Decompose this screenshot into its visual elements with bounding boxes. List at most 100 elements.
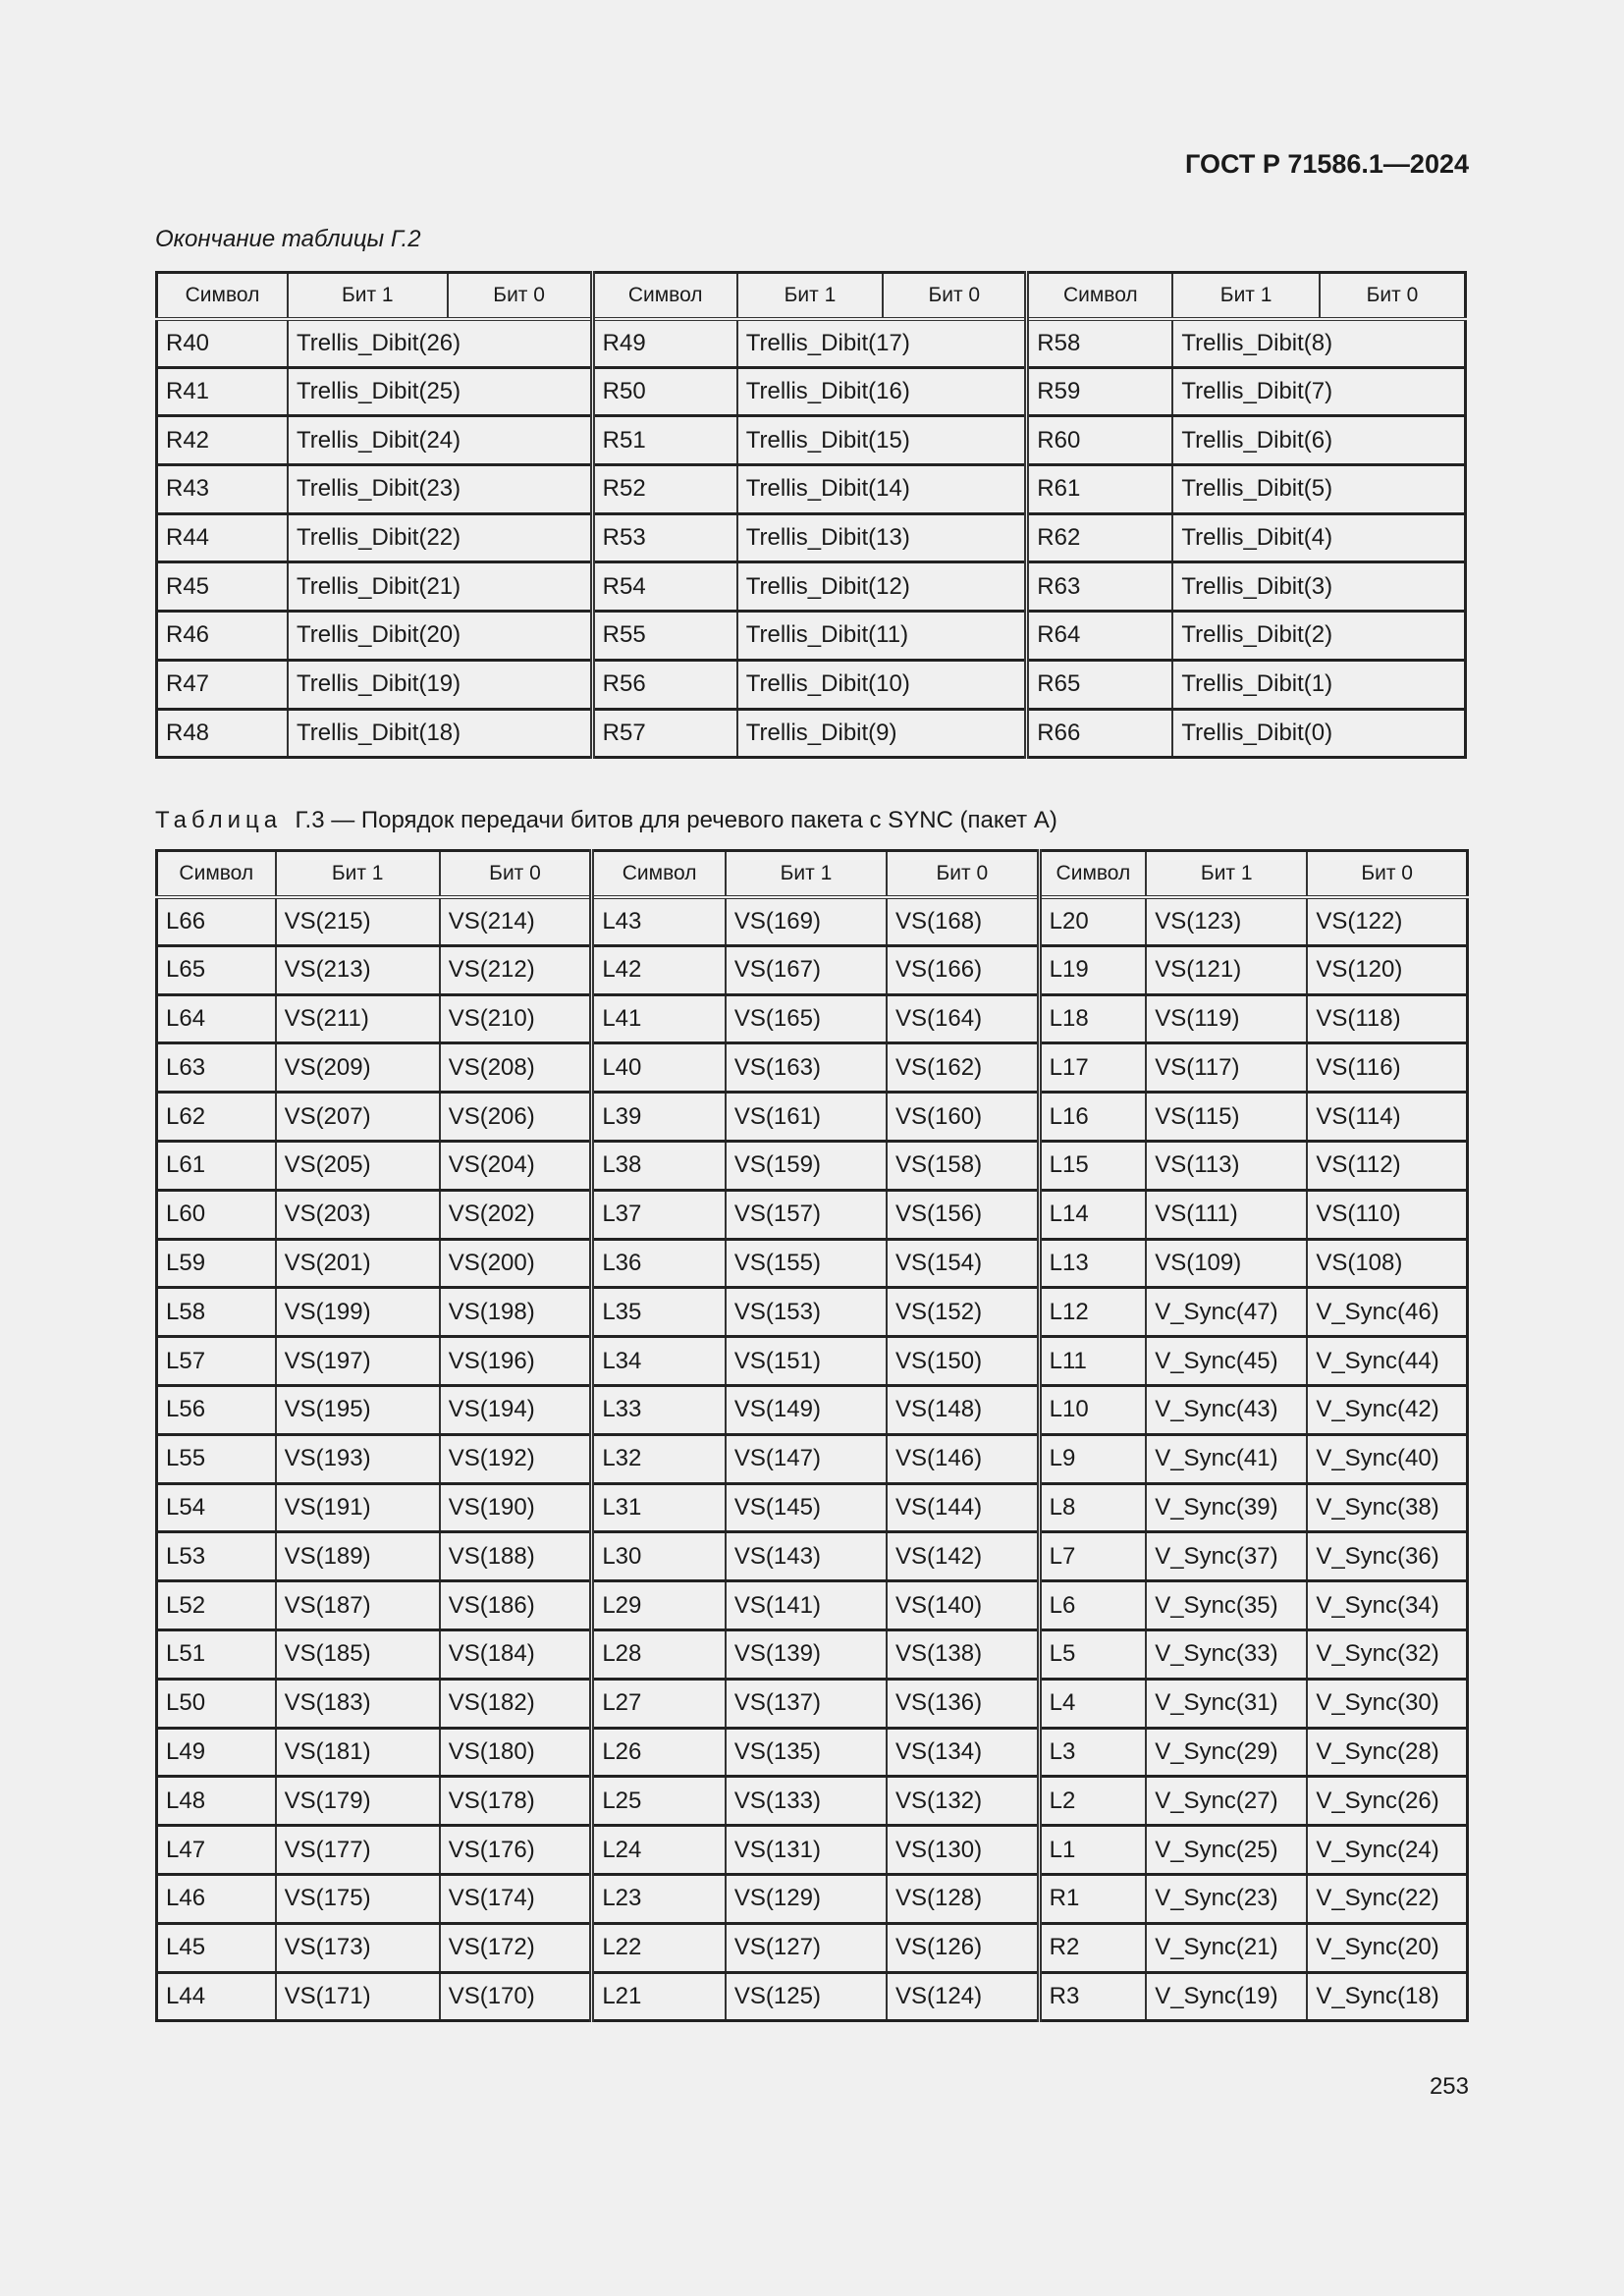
bit-cell: VS(112): [1306, 1139, 1469, 1192]
symbol-cell: L60: [155, 1188, 277, 1241]
symbol-cell: R41: [155, 365, 289, 417]
symbol-cell: L45: [155, 1921, 277, 1974]
symbol-cell: L65: [155, 943, 277, 996]
column-header: Бит 1: [1171, 271, 1321, 321]
symbol-cell: L1: [1038, 1824, 1148, 1876]
symbol-cell: L36: [590, 1237, 727, 1289]
table-row: L62 VS(207) VS(206) L39 VS(161) VS(160) L16 VS(…: [155, 1091, 1469, 1143]
symbol-cell: L24: [590, 1824, 727, 1876]
bit-cell: Trellis_Dibit(17): [735, 317, 1030, 369]
table-row: R42 Trellis_Dibit(24) R51 Trellis_Dibit(15)…: [155, 414, 1467, 466]
symbol-cell: L17: [1038, 1041, 1148, 1094]
bit-cell: VS(197): [274, 1335, 441, 1387]
bit-cell: Trellis_Dibit(24): [286, 414, 595, 466]
bit-cell: VS(189): [274, 1530, 441, 1582]
bit-cell: VS(135): [724, 1726, 889, 1778]
symbol-cell: R2: [1038, 1921, 1148, 1974]
document-code: ГОСТ Р 71586.1—2024: [1185, 149, 1469, 179]
symbol-cell: L9: [1038, 1432, 1148, 1485]
bit-cell: Trellis_Dibit(10): [735, 658, 1030, 710]
symbol-cell: R43: [155, 463, 289, 515]
symbol-cell: R64: [1025, 610, 1174, 662]
symbol-cell: L12: [1038, 1286, 1148, 1338]
table-row: R46 Trellis_Dibit(20) R55 Trellis_Dibit(11)…: [155, 610, 1467, 662]
symbol-cell: L34: [590, 1335, 727, 1387]
table-row: L49 VS(181) VS(180) L26 VS(135) VS(134) L3 V_Sy…: [155, 1726, 1469, 1778]
bit-cell: VS(161): [724, 1091, 889, 1143]
symbol-cell: L2: [1038, 1775, 1148, 1827]
symbol-cell: L22: [590, 1921, 727, 1974]
table-row: R40 Trellis_Dibit(26) R49 Trellis_Dibit(17)…: [155, 317, 1467, 369]
bit-cell: VS(121): [1145, 943, 1309, 996]
bit-cell: VS(163): [724, 1041, 889, 1094]
table-row: R47 Trellis_Dibit(19) R56 Trellis_Dibit(10)…: [155, 658, 1467, 710]
bit-cell: VS(117): [1145, 1041, 1309, 1094]
bit-cell: VS(162): [886, 1041, 1042, 1094]
symbol-cell: L33: [590, 1383, 727, 1436]
bit-cell: V_Sync(19): [1145, 1970, 1309, 2022]
bit-cell: Trellis_Dibit(7): [1171, 365, 1467, 417]
bit-cell: Trellis_Dibit(9): [735, 707, 1030, 759]
bit-cell: V_Sync(43): [1145, 1383, 1309, 1436]
symbol-cell: L27: [590, 1677, 727, 1730]
table-row: L54 VS(191) VS(190) L31 VS(145) VS(144) L8 V_Sy…: [155, 1481, 1469, 1533]
bit-cell: Trellis_Dibit(12): [735, 561, 1030, 613]
bit-cell: VS(137): [724, 1677, 889, 1730]
bit-cell: V_Sync(44): [1306, 1335, 1469, 1387]
bit-cell: VS(110): [1306, 1188, 1469, 1241]
symbol-cell: R57: [591, 707, 738, 759]
symbol-cell: R46: [155, 610, 289, 662]
bit-cell: V_Sync(29): [1145, 1726, 1309, 1778]
column-header: Бит 1: [287, 271, 449, 321]
bit-cell: VS(123): [1145, 895, 1309, 947]
symbol-cell: L41: [590, 992, 727, 1044]
symbol-cell: L19: [1038, 943, 1148, 996]
column-header: Символ: [590, 849, 727, 899]
bit-cell: VS(126): [886, 1921, 1042, 1974]
symbol-cell: L62: [155, 1091, 277, 1143]
bit-cell: VS(165): [724, 992, 889, 1044]
bit-cell: VS(159): [724, 1139, 889, 1192]
symbol-cell: R44: [155, 511, 289, 563]
bit-cell: VS(171): [274, 1970, 441, 2022]
symbol-cell: L48: [155, 1775, 277, 1827]
symbol-cell: R45: [155, 561, 289, 613]
symbol-cell: L32: [590, 1432, 727, 1485]
bit-cell: V_Sync(21): [1145, 1921, 1309, 1974]
bit-cell: VS(201): [274, 1237, 441, 1289]
symbol-cell: L66: [155, 895, 277, 947]
bit-cell: V_Sync(20): [1306, 1921, 1469, 1974]
column-header: Бит 0: [886, 849, 1042, 899]
symbol-cell: R49: [591, 317, 738, 369]
bit-cell: V_Sync(23): [1145, 1872, 1309, 1925]
bit-cell: VS(184): [438, 1628, 595, 1681]
bit-cell: VS(155): [724, 1237, 889, 1289]
bit-cell: VS(131): [724, 1824, 889, 1876]
bit-cell: V_Sync(31): [1145, 1677, 1309, 1730]
symbol-cell: L20: [1038, 895, 1148, 947]
bit-cell: VS(153): [724, 1286, 889, 1338]
symbol-cell: L6: [1038, 1579, 1148, 1631]
bit-cell: VS(200): [438, 1237, 595, 1289]
bit-cell: VS(212): [438, 943, 595, 996]
column-header: Бит 0: [1318, 271, 1467, 321]
bit-cell: V_Sync(42): [1306, 1383, 1469, 1436]
page-number: 253: [1429, 2073, 1469, 2100]
column-header: Символ: [1025, 271, 1174, 321]
bit-cell: VS(122): [1306, 895, 1469, 947]
bit-cell: VS(150): [886, 1335, 1042, 1387]
symbol-cell: R60: [1025, 414, 1174, 466]
table-g2-end: Символ Бит 1 Бит 0 Символ Бит 1 Бит 0 Символ Би…: [155, 271, 1467, 760]
symbol-cell: L29: [590, 1579, 727, 1631]
bit-cell: V_Sync(27): [1145, 1775, 1309, 1827]
bit-cell: V_Sync(24): [1306, 1824, 1469, 1876]
bit-cell: VS(206): [438, 1091, 595, 1143]
symbol-cell: L46: [155, 1872, 277, 1925]
symbol-cell: L3: [1038, 1726, 1148, 1778]
bit-cell: VS(152): [886, 1286, 1042, 1338]
symbol-cell: R47: [155, 658, 289, 710]
bit-cell: VS(185): [274, 1628, 441, 1681]
column-header: Бит 1: [724, 849, 889, 899]
bit-cell: V_Sync(22): [1306, 1872, 1469, 1925]
bit-cell: VS(139): [724, 1628, 889, 1681]
